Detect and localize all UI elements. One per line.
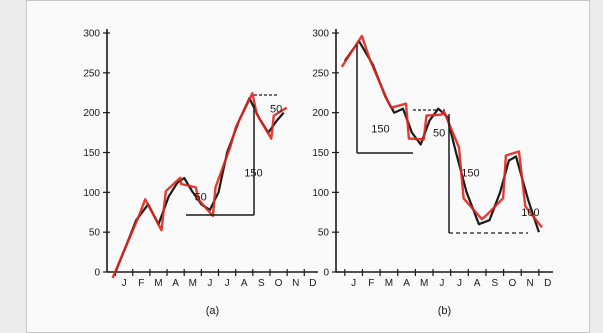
series-line: [116, 98, 284, 272]
annotation-label: 150: [461, 167, 479, 179]
annotation-label: 150: [371, 124, 389, 136]
y-tick-label: 250: [312, 68, 329, 79]
y-tick-label: 0: [94, 268, 100, 279]
x-tick-label: M: [385, 278, 393, 289]
y-tick-label: 0: [323, 268, 329, 279]
x-tick-label: F: [138, 278, 144, 289]
x-tick-label: J: [351, 278, 356, 289]
x-tick-label: J: [207, 278, 212, 289]
x-tick-label: M: [154, 278, 162, 289]
y-tick-label: 150: [83, 148, 100, 159]
y-tick-label: 250: [83, 68, 100, 79]
y-tick-label: 200: [83, 108, 100, 119]
x-tick-label: D: [309, 278, 316, 289]
x-tick-label: A: [403, 278, 410, 289]
pen-overlay: [113, 93, 287, 278]
x-tick-label: D: [544, 278, 551, 289]
x-tick-label: A: [474, 278, 481, 289]
y-tick-label: 200: [312, 108, 329, 119]
x-tick-label: S: [491, 278, 498, 289]
chart-caption: (b): [438, 305, 451, 317]
annotation-label: 50: [270, 104, 282, 116]
x-tick-label: F: [368, 278, 374, 289]
annotation-label: 50: [194, 191, 206, 203]
x-tick-label: N: [526, 278, 533, 289]
x-tick-label: O: [509, 278, 517, 289]
y-tick-label: 300: [83, 29, 100, 40]
x-tick-label: M: [420, 278, 428, 289]
x-tick-label: J: [439, 278, 444, 289]
y-tick-label: 300: [312, 29, 329, 40]
x-tick-label: J: [225, 278, 230, 289]
y-tick-label: 50: [89, 228, 101, 239]
x-tick-label: J: [457, 278, 462, 289]
y-tick-label: 100: [83, 188, 100, 199]
chart-caption: (a): [206, 305, 219, 317]
y-tick-label: 50: [318, 228, 330, 239]
x-tick-label: M: [189, 278, 197, 289]
x-tick-label: O: [275, 278, 283, 289]
annotation-label: 100: [521, 207, 539, 219]
y-tick-label: 100: [312, 188, 329, 199]
x-tick-label: A: [241, 278, 248, 289]
x-tick-label: N: [292, 278, 299, 289]
annotation-label: 50: [433, 128, 445, 140]
x-tick-label: A: [172, 278, 179, 289]
x-tick-label: J: [122, 278, 127, 289]
x-tick-label: S: [258, 278, 265, 289]
y-tick-label: 150: [312, 148, 329, 159]
